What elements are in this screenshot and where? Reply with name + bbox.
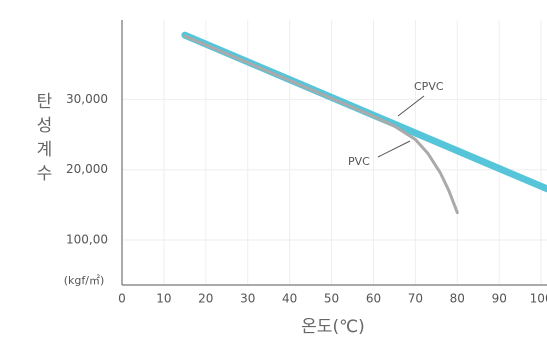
callout-line bbox=[377, 140, 411, 158]
series-label: CPVC bbox=[414, 80, 444, 93]
x-tick-label: 90 bbox=[492, 292, 507, 306]
x-tick-label: 10 bbox=[156, 292, 171, 306]
series-label: PVC bbox=[348, 155, 370, 168]
x-tick-label: 40 bbox=[282, 292, 297, 306]
y-axis-label: 탄성계수 bbox=[32, 92, 52, 188]
callout-line bbox=[397, 95, 425, 117]
y-tick-label: 30,000 bbox=[66, 92, 108, 106]
y-tick-label: 20,000 bbox=[66, 162, 108, 176]
series-line bbox=[183, 34, 459, 215]
x-tick-label: 30 bbox=[240, 292, 255, 306]
y-unit: (kgf/㎡) bbox=[64, 274, 105, 287]
x-tick-label: 100 bbox=[530, 292, 547, 306]
x-tick-label: 0 bbox=[118, 292, 126, 306]
x-tick-label: 20 bbox=[198, 292, 213, 306]
y-tick-label: 100,00 bbox=[66, 233, 108, 247]
x-axis-label: 온도(℃) bbox=[301, 317, 365, 337]
x-tick-label: 50 bbox=[324, 292, 339, 306]
x-tick-label: 60 bbox=[366, 292, 381, 306]
x-tick-label: 80 bbox=[450, 292, 465, 306]
x-tick-label: 70 bbox=[408, 292, 423, 306]
